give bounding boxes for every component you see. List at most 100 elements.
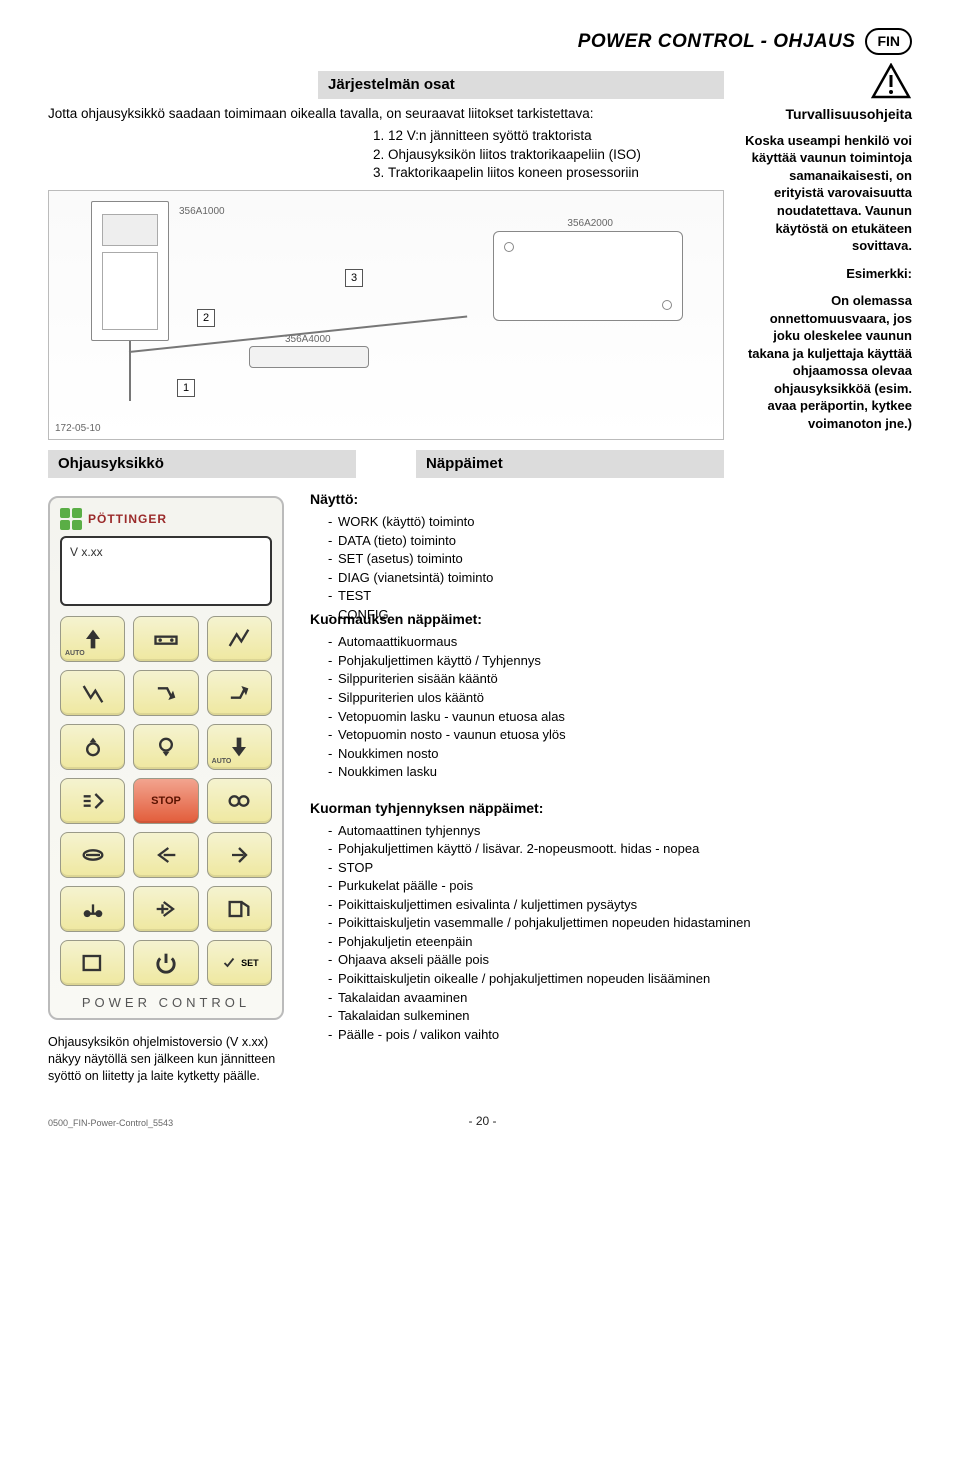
subsection-bars: Ohjausyksikkö Näppäimet — [48, 450, 724, 478]
pickup-down-button[interactable] — [133, 724, 198, 770]
tailgate-open-button[interactable] — [207, 886, 272, 932]
unloading-list: Automaattinen tyhjennys Pohjakuljettimen… — [310, 822, 912, 1044]
unloading-heading: Kuorman tyhjennyksen näppäimet: — [310, 799, 912, 818]
stop-button[interactable]: STOP — [133, 778, 198, 824]
intro-text: Jotta ohjausyksikkö saadaan toimimaan oi… — [48, 105, 724, 123]
section-system-parts: Järjestelmän osat — [318, 71, 724, 99]
list-item: Purkukelat päälle - pois — [328, 877, 912, 895]
rollers-button[interactable] — [207, 778, 272, 824]
safety-example: On olemassa onnettomuusvaara, jos joku o… — [742, 292, 912, 432]
power-button[interactable] — [133, 940, 198, 986]
minus-arrow-left-icon — [152, 841, 180, 869]
list-item: Silppuriterien sisään kääntö — [328, 670, 912, 688]
forward-button[interactable] — [207, 832, 272, 878]
pickup-up-button[interactable] — [60, 724, 125, 770]
cross-conveyor-button[interactable] — [60, 832, 125, 878]
knives-in-button[interactable] — [207, 616, 272, 662]
list-item: Automaattikuormaus — [328, 633, 912, 651]
page: POWER CONTROL - OHJAUS FIN Järjestelmän … — [0, 0, 960, 1149]
connection-item: Ohjausyksikön liitos traktorikaapeliin (… — [388, 146, 724, 164]
auto-load-button[interactable]: AUTO — [60, 616, 125, 662]
diagram-connector — [249, 346, 369, 368]
list-item: Poikittaiskuljetin oikealle / pohjakulje… — [328, 970, 912, 988]
list-item: Takalaidan sulkeminen — [328, 1007, 912, 1025]
list-item: Poikittaiskuljettimen esivalinta / kulje… — [328, 896, 912, 914]
example-label: Esimerkki: — [742, 265, 912, 283]
list-item: Päälle - pois / valikon vaihto — [328, 1026, 912, 1044]
connections-list: 12 V:n jännitteen syöttö traktorista Ohj… — [48, 127, 724, 182]
knives-out-icon — [79, 679, 107, 707]
list-item: SET (asetus) toiminto — [328, 550, 724, 568]
drawbar-up-icon — [225, 679, 253, 707]
wiring-diagram: 356A1000 356A2000 356A4000 1 2 3 172-05-… — [48, 190, 724, 440]
lcd-display: V x.xx — [60, 536, 272, 606]
diagram-label: 356A2000 — [567, 217, 613, 231]
knives-out-button[interactable] — [60, 670, 125, 716]
button-grid: AUTO — [60, 616, 272, 986]
stop-label: STOP — [151, 794, 181, 809]
connection-item: 12 V:n jännitteen syöttö traktorista — [388, 127, 724, 145]
cross-conveyor-icon — [79, 841, 107, 869]
diagram-label: 356A1000 — [179, 205, 225, 219]
callout-1: 1 — [177, 379, 195, 397]
list-item: STOP — [328, 859, 912, 877]
list-item: DATA (tieto) toiminto — [328, 532, 724, 550]
version-footnote: Ohjausyksikön ohjelmistoversio (V x.xx) … — [48, 1034, 284, 1085]
section-control-unit: Ohjausyksikkö — [48, 450, 356, 478]
pickup-down-icon — [152, 733, 180, 761]
safety-para: Koska useampi henkilö voi käyttää vaunun… — [742, 132, 912, 255]
conveyor-speed-button[interactable] — [60, 778, 125, 824]
set-button[interactable]: SET — [207, 940, 272, 986]
connection-item: Traktorikaapelin liitos koneen prosessor… — [388, 164, 724, 182]
plus-arrow-right-icon — [152, 895, 180, 923]
page-footer: 0500_FIN-Power-Control_5543 - 20 - — [48, 1113, 912, 1129]
power-icon — [152, 949, 180, 977]
steering-axle-button[interactable] — [60, 886, 125, 932]
list-item: CONFIG — [328, 606, 724, 624]
tailgate-open-icon — [225, 895, 253, 923]
callout-3: 3 — [345, 269, 363, 287]
set-label: SET — [241, 957, 259, 969]
list-item: Ohjaava akseli päälle pois — [328, 951, 912, 969]
conveyor-icon — [152, 625, 180, 653]
brand-name: PÖTTINGER — [88, 511, 167, 527]
brand-logo-icon — [60, 508, 82, 530]
page-number: - 20 - — [469, 1113, 497, 1129]
right-button[interactable] — [133, 886, 198, 932]
list-item: Poikittaiskuljetin vasemmalle / pohjakul… — [328, 914, 912, 932]
display-list: WORK (käyttö) toiminto DATA (tieto) toim… — [310, 513, 724, 623]
arrow-right-icon — [225, 841, 253, 869]
list-item: Vetopuomin lasku - vaunun etuosa alas — [328, 708, 912, 726]
auto-unload-button[interactable]: AUTO — [207, 724, 272, 770]
diagram-processor-box — [493, 231, 683, 321]
floor-conveyor-button[interactable] — [133, 616, 198, 662]
keypad-footer-label: POWER CONTROL — [60, 994, 272, 1012]
list-item: Silppuriterien ulos kääntö — [328, 689, 912, 707]
language-badge: FIN — [865, 28, 912, 55]
keypad-column: PÖTTINGER V x.xx AUTO — [48, 496, 284, 1084]
knives-in-icon — [225, 625, 253, 653]
left-button[interactable] — [133, 832, 198, 878]
rollers-icon — [225, 787, 253, 815]
list-item: Pohjakuljettimen käyttö / Tyhjennys — [328, 652, 912, 670]
header-title: POWER CONTROL - OHJAUS — [578, 29, 856, 55]
list-item: TEST — [328, 587, 724, 605]
pickup-up-icon — [79, 733, 107, 761]
drawbar-up-button[interactable] — [207, 670, 272, 716]
list-item: Pohjakuljetin eteenpäin — [328, 933, 912, 951]
callout-2: 2 — [197, 309, 215, 327]
tailgate-close-button[interactable] — [60, 940, 125, 986]
list-item: Pohjakuljettimen käyttö / lisävar. 2-nop… — [328, 840, 912, 858]
lcd-text: V x.xx — [70, 545, 103, 559]
control-keypad: PÖTTINGER V x.xx AUTO — [48, 496, 284, 1020]
loading-list: Automaattikuormaus Pohjakuljettimen käyt… — [310, 633, 912, 780]
list-item: Takalaidan avaaminen — [328, 989, 912, 1007]
drawbar-down-icon — [152, 679, 180, 707]
drawbar-down-button[interactable] — [133, 670, 198, 716]
warning-icon — [870, 63, 912, 99]
brand-row: PÖTTINGER — [60, 508, 272, 530]
list-item: Automaattinen tyhjennys — [328, 822, 912, 840]
axle-icon — [79, 895, 107, 923]
safety-text: Turvallisuusohjeita Koska useampi henkil… — [742, 105, 912, 433]
tailgate-close-icon — [79, 949, 107, 977]
